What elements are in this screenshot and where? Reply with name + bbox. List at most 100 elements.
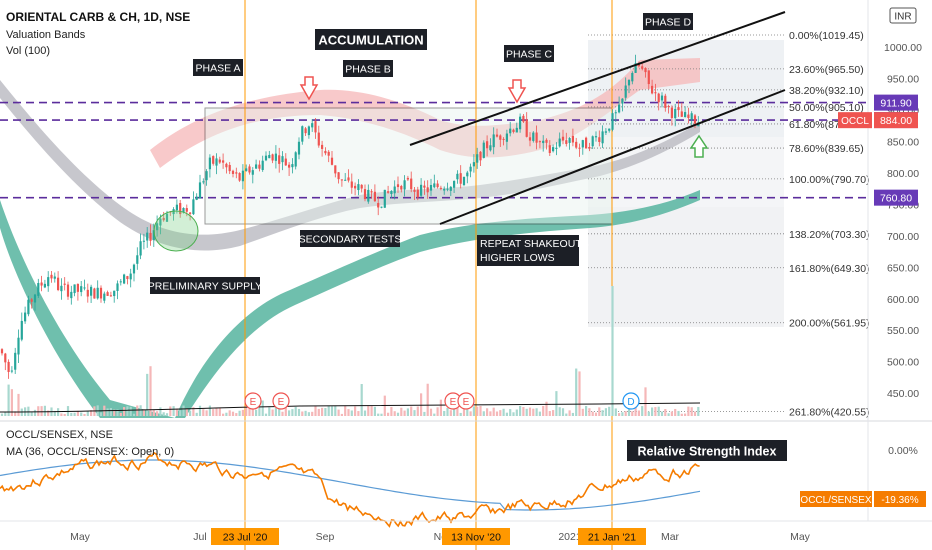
- volume-bar: [390, 406, 393, 416]
- event-marker[interactable]: [244, 392, 262, 410]
- candle-body: [10, 370, 13, 372]
- volume-bar: [469, 411, 472, 416]
- candle-body: [535, 132, 538, 143]
- volume-bar: [70, 412, 73, 416]
- candle-body: [222, 160, 225, 163]
- volume-bar: [195, 412, 198, 416]
- volume-bar: [63, 413, 66, 416]
- candle-body: [641, 66, 644, 69]
- volume-bar: [558, 407, 561, 416]
- candle-body: [555, 147, 558, 149]
- candle-body: [304, 128, 307, 134]
- candle-body: [367, 189, 370, 202]
- time-tick: May: [790, 531, 811, 543]
- volume-bar: [185, 408, 188, 416]
- lower-pane-title: OCCL/SENSEX, NSE: [6, 429, 113, 441]
- candle-body: [146, 232, 149, 241]
- candle-body: [492, 134, 495, 148]
- volume-bar: [387, 412, 390, 416]
- candle-body: [192, 199, 195, 215]
- volume-bar: [657, 406, 660, 416]
- annotation-repeat-shakeouts: REPEAT SHAKEOUTS HIGHER LOWS: [477, 235, 589, 266]
- candle-body: [350, 181, 353, 188]
- volume-bar: [429, 408, 433, 416]
- candle-body: [489, 145, 492, 151]
- volume-bar: [142, 409, 145, 416]
- volume-bar: [235, 413, 238, 416]
- candle-body: [677, 107, 680, 111]
- volume-bar: [152, 409, 155, 416]
- volume-bar: [288, 410, 291, 416]
- candle-body: [73, 284, 76, 294]
- candle-body: [693, 115, 697, 124]
- volume-bar: [594, 412, 598, 416]
- candles: [0, 54, 700, 379]
- candle-body: [47, 277, 50, 287]
- volume-bar: [86, 411, 89, 416]
- candle-body: [644, 68, 647, 73]
- annotation-phase-b: PHASE B: [343, 60, 393, 77]
- volume-bar: [198, 405, 202, 416]
- volume-bar: [251, 406, 254, 416]
- annotation-preliminary-supply: PRELIMINARY SUPPLY: [148, 277, 262, 294]
- price-tick: 500.00: [887, 357, 919, 369]
- event-marker[interactable]: [272, 392, 290, 410]
- candle-body: [482, 142, 485, 158]
- candle-body: [687, 114, 690, 118]
- volume-bar: [538, 411, 541, 416]
- time-highlight-tag: [578, 528, 646, 545]
- time-tick: 2021: [558, 531, 582, 543]
- volume-bar: [413, 410, 416, 416]
- price-tag: [874, 189, 918, 206]
- candle-body: [4, 353, 7, 363]
- time-highlight-label: 13 Nov '20: [451, 532, 501, 544]
- volume-bar: [165, 413, 169, 416]
- price-tag: [874, 94, 918, 111]
- volume-bar: [614, 408, 617, 416]
- volume-bar: [334, 405, 337, 416]
- volume-bar: [670, 411, 673, 416]
- volume-bar: [396, 412, 400, 416]
- candle-body: [403, 180, 406, 190]
- candle-body: [594, 136, 598, 138]
- volume-bar: [189, 410, 192, 416]
- candle-body: [231, 170, 235, 174]
- candle-body: [413, 189, 416, 192]
- candle-body: [344, 179, 347, 181]
- volume-bar: [453, 405, 456, 416]
- volume-bar: [627, 406, 631, 416]
- volume-bar: [40, 406, 43, 416]
- candle-body: [235, 172, 238, 174]
- candle-body: [505, 133, 508, 142]
- indicator-valuation-bands[interactable]: Valuation Bands: [6, 29, 86, 41]
- volume-bar: [205, 410, 208, 416]
- candle-body: [182, 208, 185, 213]
- candle-body: [571, 135, 574, 143]
- volume-bar: [601, 410, 604, 416]
- candle-body: [139, 241, 142, 256]
- volume-bar: [509, 409, 512, 416]
- time-tick: May: [70, 531, 91, 543]
- volume-bar: [684, 413, 687, 416]
- candle-body: [50, 274, 53, 279]
- event-marker-label: E: [278, 397, 285, 408]
- volume-bar: [697, 406, 700, 416]
- volume-bar: [90, 410, 93, 416]
- volume-bar: [373, 406, 376, 416]
- candle-body: [525, 119, 528, 137]
- volume-bar: [585, 405, 588, 416]
- symbol-tag-label: OCCL: [841, 116, 869, 127]
- candle-body: [113, 290, 116, 297]
- volume-bar: [400, 407, 403, 416]
- currency-box[interactable]: [889, 7, 917, 24]
- indicator-volume[interactable]: Vol (100): [6, 45, 50, 57]
- candle-body: [363, 189, 367, 200]
- candle-body: [436, 183, 439, 188]
- event-marker[interactable]: [457, 392, 475, 410]
- candle-body: [198, 182, 202, 199]
- volume-bar: [30, 411, 33, 416]
- volume-bar: [631, 411, 634, 416]
- event-marker[interactable]: [622, 392, 640, 410]
